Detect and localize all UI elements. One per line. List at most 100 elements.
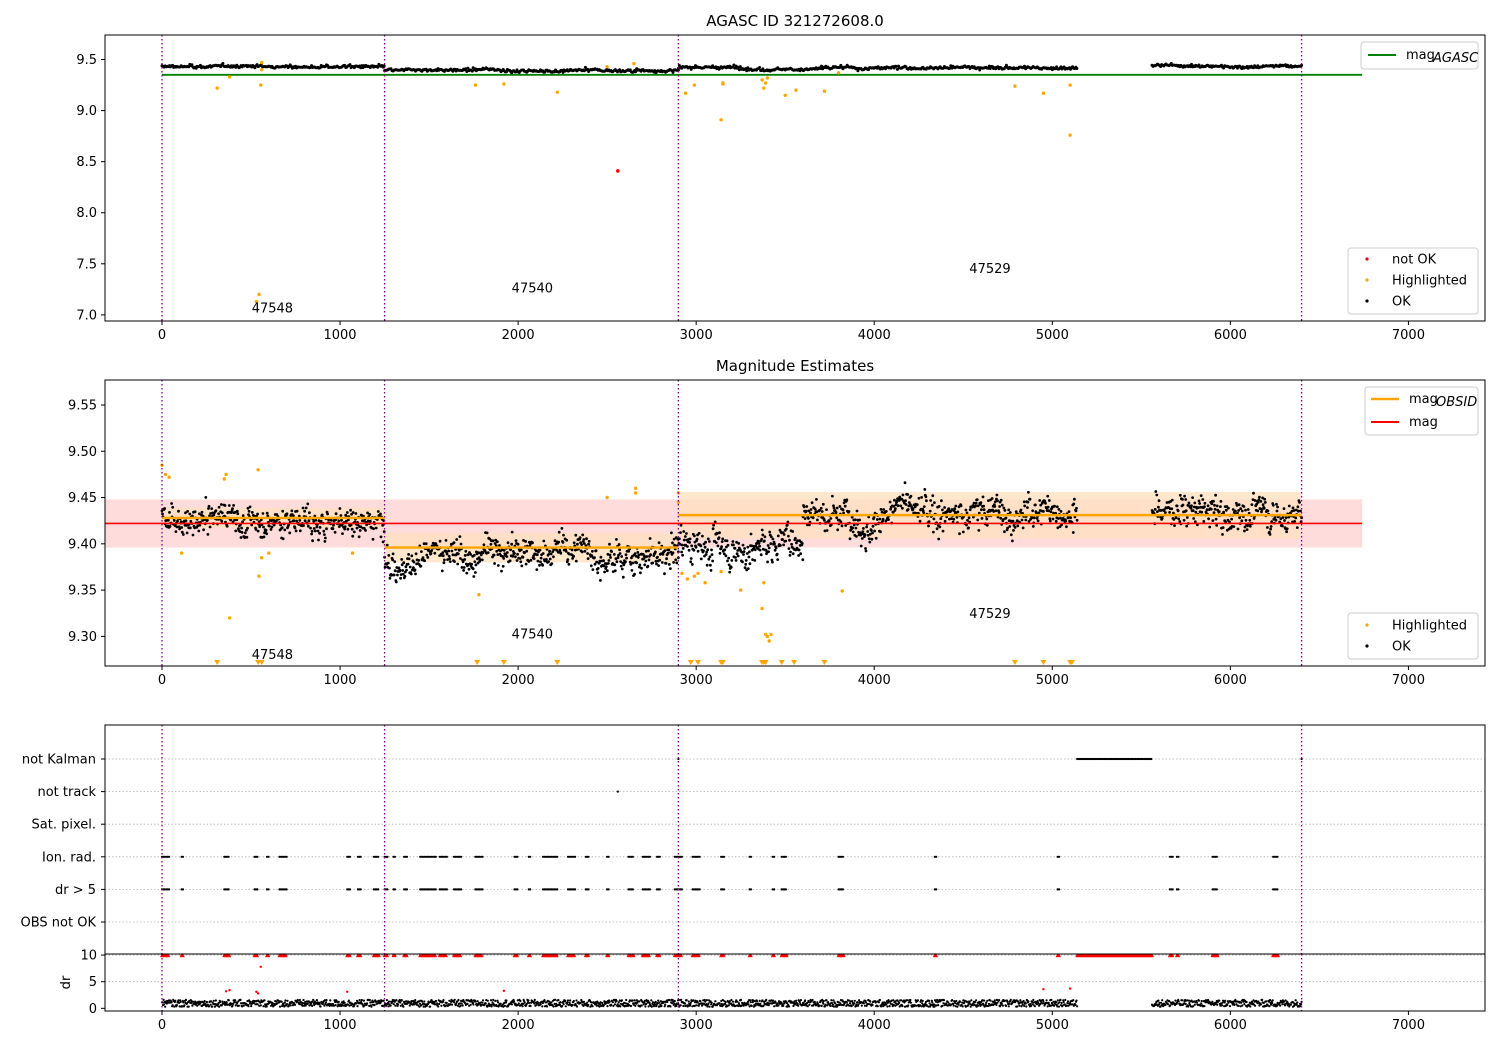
dr-point [530, 1001, 533, 1004]
ok-point [697, 531, 701, 535]
ok-point [742, 550, 746, 553]
ok-point [221, 62, 225, 65]
x-tick-label: 1000 [323, 328, 356, 343]
ok-point [348, 63, 352, 67]
ok-point [613, 563, 617, 567]
ok-point [761, 547, 765, 551]
ok-point [985, 523, 989, 527]
flag-point [405, 855, 409, 858]
ok-point [565, 560, 569, 564]
ok-point [246, 506, 250, 510]
dr-point [758, 1004, 761, 1007]
ok-point [1049, 510, 1053, 514]
ok-point [460, 566, 464, 569]
flag-point [227, 888, 230, 891]
dr-point [425, 1004, 428, 1007]
ok-point [486, 551, 490, 554]
ok-point [596, 567, 600, 570]
ok-point [707, 557, 711, 561]
ok-point [241, 520, 245, 524]
ok-point [1183, 494, 1186, 498]
ok-point [704, 540, 707, 544]
ok-point [388, 576, 392, 580]
highlighted-point [680, 571, 684, 576]
dr-point [496, 1001, 500, 1004]
ok-point [303, 509, 306, 513]
highlighted-point [794, 88, 798, 92]
ok-point [376, 510, 380, 513]
ok-point [899, 504, 903, 508]
ok-point [746, 66, 750, 70]
dr-point [634, 1004, 637, 1007]
ok-point [438, 539, 442, 543]
ok-point [617, 543, 621, 546]
ok-point [354, 512, 358, 515]
ok-point [1256, 500, 1260, 504]
ok-point [660, 561, 664, 564]
ok-point [720, 540, 724, 543]
ok-point [593, 562, 597, 566]
ok-point [888, 500, 892, 504]
ok-point [454, 548, 457, 551]
ok-point [797, 554, 800, 557]
ok-point [262, 525, 265, 529]
dr-point [293, 1003, 297, 1007]
ok-point [392, 573, 396, 577]
flag-point [386, 888, 389, 891]
ok-point [587, 542, 590, 546]
dr-point [818, 1004, 821, 1007]
highlighted-point [719, 118, 723, 122]
dr-point [304, 1004, 307, 1007]
dr-point [798, 1001, 801, 1004]
ok-point [1075, 506, 1078, 510]
ok-point [364, 529, 367, 532]
dr-point [721, 999, 725, 1002]
dr-point [644, 1005, 647, 1008]
ok-point [796, 539, 799, 543]
ok-point [1038, 499, 1042, 502]
dr-point [894, 1004, 897, 1007]
ok-point [501, 564, 505, 568]
ok-point [516, 542, 520, 546]
ok-point [541, 552, 545, 555]
ok-point [1291, 506, 1295, 510]
dr-point [682, 1004, 685, 1008]
ok-point [1154, 490, 1158, 493]
ok-point [782, 533, 786, 536]
ok-point [974, 501, 978, 505]
ok-point [536, 559, 540, 563]
dr-point [242, 1004, 245, 1007]
dr-point [384, 1002, 387, 1006]
ok-point [868, 532, 872, 536]
dr-point [687, 1004, 690, 1007]
highlighted-point [763, 81, 768, 85]
ok-point [838, 505, 842, 508]
ok-point [851, 526, 855, 530]
ok-point [550, 562, 554, 565]
ok-point [459, 557, 462, 560]
ok-point [288, 531, 292, 535]
dr-point [756, 1000, 759, 1003]
ok-point [608, 553, 612, 557]
dr-point [824, 1003, 827, 1006]
ok-point [398, 568, 402, 572]
ok-point [867, 537, 871, 541]
ok-point [434, 542, 438, 546]
ok-point [1208, 525, 1212, 529]
x-tick-label: 6000 [1214, 328, 1247, 343]
below-range-marker [694, 660, 701, 665]
dr-point [247, 1005, 250, 1008]
ok-point [1026, 506, 1029, 509]
ok-point [586, 557, 590, 560]
ok-point [821, 502, 825, 506]
ok-point [907, 501, 911, 504]
ok-point [1256, 509, 1260, 513]
ok-point [465, 571, 469, 575]
ok-point [408, 565, 412, 569]
highlighted-point [163, 472, 168, 477]
dr-point [311, 1000, 314, 1003]
flag-point [841, 888, 845, 891]
ok-point [397, 566, 401, 570]
